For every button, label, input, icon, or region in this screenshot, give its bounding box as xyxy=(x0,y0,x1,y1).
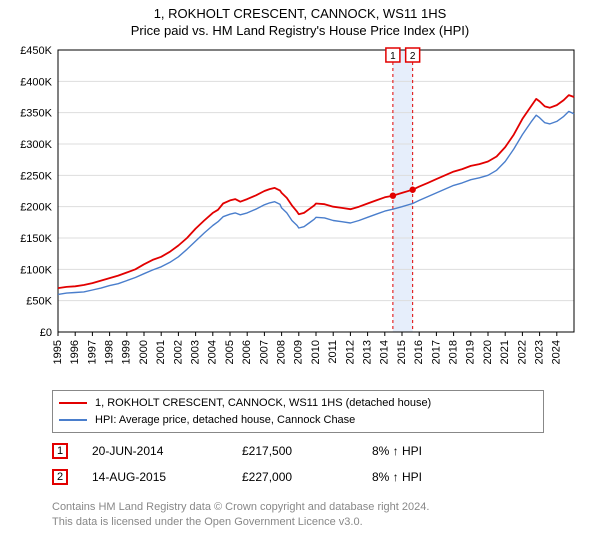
sale-hpi: 8% ↑ HPI xyxy=(372,470,472,484)
svg-text:2012: 2012 xyxy=(344,340,356,364)
legend-label-subject: 1, ROKHOLT CRESCENT, CANNOCK, WS11 1HS (… xyxy=(95,395,431,412)
svg-text:£350K: £350K xyxy=(20,108,52,120)
svg-text:£250K: £250K xyxy=(20,170,52,182)
svg-text:1: 1 xyxy=(390,51,396,62)
sale-badge-1: 1 xyxy=(52,443,68,459)
svg-text:2021: 2021 xyxy=(499,340,511,364)
svg-text:£200K: £200K xyxy=(20,202,52,214)
svg-text:2016: 2016 xyxy=(413,340,425,364)
sale-hpi: 8% ↑ HPI xyxy=(372,444,472,458)
svg-text:2001: 2001 xyxy=(155,340,167,364)
svg-text:£450K: £450K xyxy=(20,45,52,57)
svg-text:£0: £0 xyxy=(40,327,52,339)
svg-text:2022: 2022 xyxy=(516,340,528,364)
sale-date: 14-AUG-2015 xyxy=(92,470,242,484)
svg-text:2004: 2004 xyxy=(207,340,219,364)
svg-text:1995: 1995 xyxy=(52,340,64,364)
svg-text:2024: 2024 xyxy=(551,340,563,364)
legend-row-hpi: HPI: Average price, detached house, Cann… xyxy=(59,412,537,429)
sale-badge-2: 2 xyxy=(52,469,68,485)
legend-row-subject: 1, ROKHOLT CRESCENT, CANNOCK, WS11 1HS (… xyxy=(59,395,537,412)
svg-text:1996: 1996 xyxy=(69,340,81,364)
footnote-line-2: This data is licensed under the Open Gov… xyxy=(52,515,429,530)
sale-row: 2 14-AUG-2015 £227,000 8% ↑ HPI xyxy=(52,464,472,490)
svg-text:2002: 2002 xyxy=(172,340,184,364)
sale-row: 1 20-JUN-2014 £217,500 8% ↑ HPI xyxy=(52,438,472,464)
svg-text:2: 2 xyxy=(410,51,416,62)
svg-text:1998: 1998 xyxy=(104,340,116,364)
svg-text:2006: 2006 xyxy=(241,340,253,364)
svg-text:£100K: £100K xyxy=(20,264,52,276)
svg-text:2008: 2008 xyxy=(276,340,288,364)
legend-swatch-hpi xyxy=(59,419,87,421)
legend-swatch-subject xyxy=(59,402,87,404)
svg-text:2019: 2019 xyxy=(465,340,477,364)
svg-text:2018: 2018 xyxy=(448,340,460,364)
svg-text:2005: 2005 xyxy=(224,340,236,364)
footnote: Contains HM Land Registry data © Crown c… xyxy=(52,500,429,530)
svg-text:2015: 2015 xyxy=(396,340,408,364)
sale-price: £217,500 xyxy=(242,444,372,458)
sale-price: £227,000 xyxy=(242,470,372,484)
footnote-line-1: Contains HM Land Registry data © Crown c… xyxy=(52,500,429,515)
svg-text:1997: 1997 xyxy=(86,340,98,364)
svg-text:2023: 2023 xyxy=(534,340,546,364)
svg-text:2007: 2007 xyxy=(258,340,270,364)
svg-text:2013: 2013 xyxy=(362,340,374,364)
sales-table: 1 20-JUN-2014 £217,500 8% ↑ HPI 2 14-AUG… xyxy=(52,438,472,490)
svg-text:2017: 2017 xyxy=(430,340,442,364)
price-chart: £0 £50K £100K £150K £200K £250K £300K £350K £400… xyxy=(10,44,590,384)
svg-text:2009: 2009 xyxy=(293,340,305,364)
svg-text:2014: 2014 xyxy=(379,340,391,364)
svg-text:£300K: £300K xyxy=(20,139,52,151)
title-line-1: 1, ROKHOLT CRESCENT, CANNOCK, WS11 1HS xyxy=(0,6,600,21)
svg-text:£50K: £50K xyxy=(26,296,52,308)
title-line-2: Price paid vs. HM Land Registry's House … xyxy=(0,23,600,38)
svg-text:£150K: £150K xyxy=(20,233,52,245)
svg-text:2003: 2003 xyxy=(190,340,202,364)
svg-text:2011: 2011 xyxy=(327,340,339,364)
svg-text:2000: 2000 xyxy=(138,340,150,364)
svg-text:1999: 1999 xyxy=(121,340,133,364)
legend: 1, ROKHOLT CRESCENT, CANNOCK, WS11 1HS (… xyxy=(52,390,544,433)
sale-date: 20-JUN-2014 xyxy=(92,444,242,458)
svg-text:£400K: £400K xyxy=(20,76,52,88)
svg-text:2020: 2020 xyxy=(482,340,494,364)
legend-label-hpi: HPI: Average price, detached house, Cann… xyxy=(95,412,355,429)
svg-text:2010: 2010 xyxy=(310,340,322,364)
